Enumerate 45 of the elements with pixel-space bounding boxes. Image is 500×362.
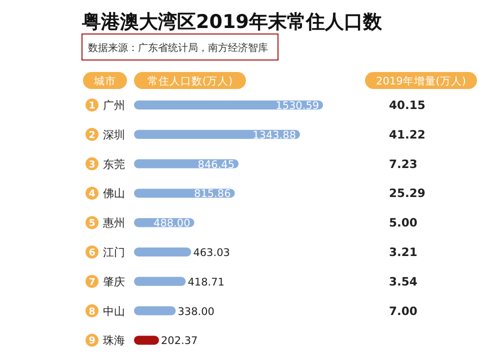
data-label: 41.22: [389, 127, 426, 142]
data-label: 3.21: [389, 245, 418, 259]
data-label: 7.00: [389, 304, 418, 318]
bar: [134, 336, 159, 345]
text: 5: [88, 218, 96, 230]
y-tick-label: 广州: [103, 99, 125, 112]
data-label: 463.03: [193, 247, 230, 259]
data-label: 25.29: [389, 186, 426, 200]
data-label: 418.71: [188, 276, 224, 288]
bar: [134, 248, 192, 256]
data-label: 202.37: [161, 335, 198, 348]
bar: [134, 306, 176, 316]
y-tick-label: 东莞: [103, 158, 125, 171]
y-tick-label: 佛山: [103, 187, 125, 200]
data-label: 1343.88: [252, 129, 296, 142]
data-label: 40.15: [389, 98, 426, 112]
x-axis-title: 常住人口数(万人): [147, 74, 233, 88]
text: 2019年增量(万人): [376, 76, 466, 88]
data-label: 1530.59: [276, 100, 320, 112]
text: 1: [88, 100, 96, 112]
bar: [134, 100, 324, 110]
chart-title: 粤港澳大湾区2019年末常住人口数: [81, 11, 383, 33]
text: 7: [88, 276, 96, 288]
data-label: 338.00: [178, 306, 214, 318]
y-axis-title: 城市: [93, 74, 116, 88]
y-tick-label: 江门: [103, 246, 125, 259]
text: 2: [88, 130, 96, 141]
data-label: 3.54: [389, 274, 418, 288]
y-tick-label: 惠州: [102, 216, 125, 230]
y-tick-label: 深圳: [103, 128, 125, 142]
text: 3: [88, 159, 96, 170]
chart-subtitle: 数据来源：广东省统计局，南方经济智库: [88, 42, 268, 54]
bar: [134, 276, 186, 286]
data-label: 846.45: [198, 158, 235, 171]
text: 9: [88, 336, 96, 347]
text: 6: [88, 248, 96, 258]
text: 4: [88, 188, 96, 200]
data-label: 5.00: [389, 216, 418, 230]
data-label: 7.23: [389, 156, 418, 171]
data-label: 815.86: [194, 188, 232, 200]
y-tick-label: 中山: [103, 304, 125, 318]
text: 8: [88, 306, 96, 318]
y-tick-label: 珠海: [103, 334, 125, 348]
data-label: 488.00: [154, 218, 190, 230]
y-tick-label: 肇庆: [103, 275, 125, 288]
